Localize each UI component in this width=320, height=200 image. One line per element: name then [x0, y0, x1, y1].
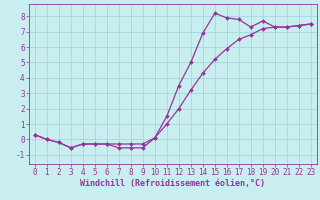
X-axis label: Windchill (Refroidissement éolien,°C): Windchill (Refroidissement éolien,°C): [80, 179, 265, 188]
